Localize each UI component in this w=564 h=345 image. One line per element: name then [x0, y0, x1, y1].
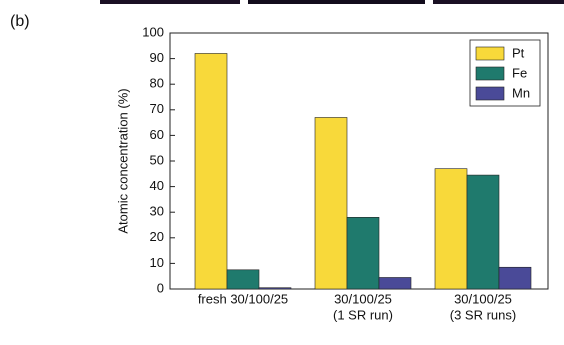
- legend-swatch: [476, 87, 504, 100]
- y-tick-label: 80: [150, 76, 164, 91]
- y-tick-label: 70: [150, 101, 164, 116]
- y-tick-label: 0: [157, 280, 164, 295]
- bar: [347, 217, 379, 289]
- y-tick-label: 100: [142, 24, 164, 39]
- legend-label: Fe: [512, 65, 527, 80]
- x-tick-label: 30/100/25: [334, 291, 392, 306]
- legend-swatch: [476, 67, 504, 80]
- bar: [315, 117, 347, 289]
- panel-label: (b): [10, 13, 30, 30]
- bar: [379, 277, 411, 289]
- legend-swatch: [476, 47, 504, 60]
- legend-label: Pt: [512, 45, 525, 60]
- y-axis-label: Atomic concentration (%): [115, 88, 130, 233]
- bar: [435, 169, 467, 289]
- x-tick-label: (3 SR runs): [450, 307, 516, 322]
- bar: [259, 288, 291, 289]
- image-strip: [100, 0, 240, 4]
- chart: (b) Atomic concentration (%) 0 10 20 30 40 50…: [0, 0, 564, 345]
- page: (b) Atomic concentration (%) 0 10 20 30 40 50…: [0, 0, 564, 345]
- y-tick-label: 10: [150, 255, 164, 270]
- y-tick-label: 50: [150, 152, 164, 167]
- bar: [499, 267, 531, 289]
- legend-label: Mn: [512, 85, 530, 100]
- y-tick-label: 20: [150, 229, 164, 244]
- y-tick-label: 30: [150, 204, 164, 219]
- x-tick-label: (1 SR run): [333, 307, 393, 322]
- y-tick-label: 90: [150, 50, 164, 65]
- bar: [467, 175, 499, 289]
- bar: [195, 53, 227, 289]
- y-tick-label: 60: [150, 127, 164, 142]
- x-tick-label: 30/100/25: [454, 291, 512, 306]
- bar: [227, 270, 259, 289]
- x-tick-label: fresh 30/100/25: [198, 291, 288, 306]
- image-strip: [433, 0, 564, 4]
- image-strip: [248, 0, 425, 4]
- y-tick-label: 40: [150, 178, 164, 193]
